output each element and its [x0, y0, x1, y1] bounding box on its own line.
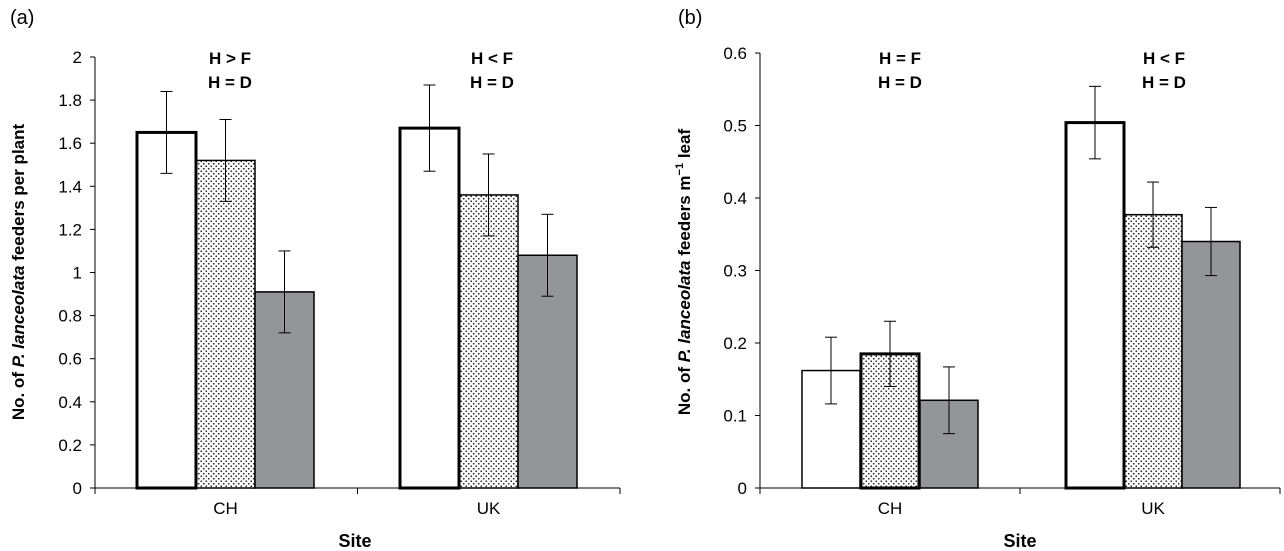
bar — [458, 194, 519, 489]
y-tick-label: 0.4 — [58, 393, 82, 412]
y-tick-label: 0.8 — [58, 307, 82, 326]
y-axis-title-part: No. of — [675, 362, 694, 415]
chart-panel-b: (b) No. of P. lanceolata feeders m−1 lea… — [674, 7, 1281, 551]
annotation-line: H < F — [471, 49, 513, 68]
y-tick-label: 0 — [73, 479, 82, 498]
y-tick-label: 0.4 — [723, 189, 747, 208]
x-axis-title: Site — [1003, 531, 1036, 551]
panel-label: (b) — [678, 7, 702, 29]
x-tick-label: UK — [1141, 499, 1165, 518]
bar — [1065, 121, 1125, 489]
y-tick-label: 1.4 — [58, 177, 82, 196]
bar-highlight-outline — [135, 130, 198, 490]
y-axis-title-italic: P. lanceolata — [675, 260, 694, 362]
bar — [1181, 240, 1241, 489]
bar-highlight-outline — [1064, 121, 1126, 490]
bar — [195, 159, 256, 489]
y-axis-title-italic: P. lanceolata — [9, 266, 28, 368]
bar — [136, 131, 197, 489]
bar — [1123, 213, 1183, 489]
y-tick-label: 1.8 — [58, 91, 82, 110]
y-axis-title-part: feeders per plant — [9, 123, 28, 265]
y-axis-title-part: No. of — [9, 367, 28, 420]
y-tick-label: 0 — [738, 479, 747, 498]
x-tick-label: UK — [477, 499, 501, 518]
y-tick-label: 1 — [73, 264, 82, 283]
x-axis-title: Site — [338, 531, 371, 551]
y-tick-label: 0.1 — [723, 407, 747, 426]
annotation-line: H = D — [208, 73, 252, 92]
y-tick-label: 0.5 — [723, 117, 747, 136]
bar-highlight-outline — [398, 126, 461, 490]
y-axis-title-superscript: −1 — [674, 163, 686, 176]
chart-panel-a: (a) No. of P. lanceolata feeders per pla… — [9, 7, 621, 551]
y-axis-title-part: feeders m — [675, 175, 694, 260]
x-tick-label: CH — [878, 499, 903, 518]
y-tick-label: 2 — [73, 48, 82, 67]
y-tick-label: 0.2 — [58, 436, 82, 455]
annotation-line: H = D — [470, 73, 514, 92]
chart-marks: 0 0.2 0.4 0.6 0.8 1 1.2 1.4 1.6 1.8 2 CH UK — [58, 48, 621, 518]
y-tick-label: 0.3 — [723, 262, 747, 281]
bar — [399, 127, 460, 489]
annotation-line: H = D — [1142, 73, 1186, 92]
bar-highlight-outline — [859, 352, 921, 490]
annotation-line: H < F — [1143, 49, 1185, 68]
y-tick-label: 1.6 — [58, 134, 82, 153]
annotation-line: H > F — [209, 49, 251, 68]
y-tick-label: 0.2 — [723, 334, 747, 353]
panel-label: (a) — [10, 7, 34, 29]
y-axis-title: No. of P. lanceolata feeders m−1 leaf — [674, 129, 694, 416]
y-axis-title-part: leaf — [675, 129, 694, 163]
y-axis-title: No. of P. lanceolata feeders per plant — [9, 123, 28, 420]
y-tick-label: 0.6 — [58, 350, 82, 369]
chart-marks: 0 0.1 0.2 0.3 0.4 0.5 0.6 CH UK — [723, 44, 1281, 518]
y-tick-label: 1.2 — [58, 220, 82, 239]
y-tick-label: 0.6 — [723, 44, 747, 63]
x-tick-label: CH — [213, 499, 238, 518]
annotation-line: H = F — [879, 49, 921, 68]
annotation-line: H = D — [878, 73, 922, 92]
